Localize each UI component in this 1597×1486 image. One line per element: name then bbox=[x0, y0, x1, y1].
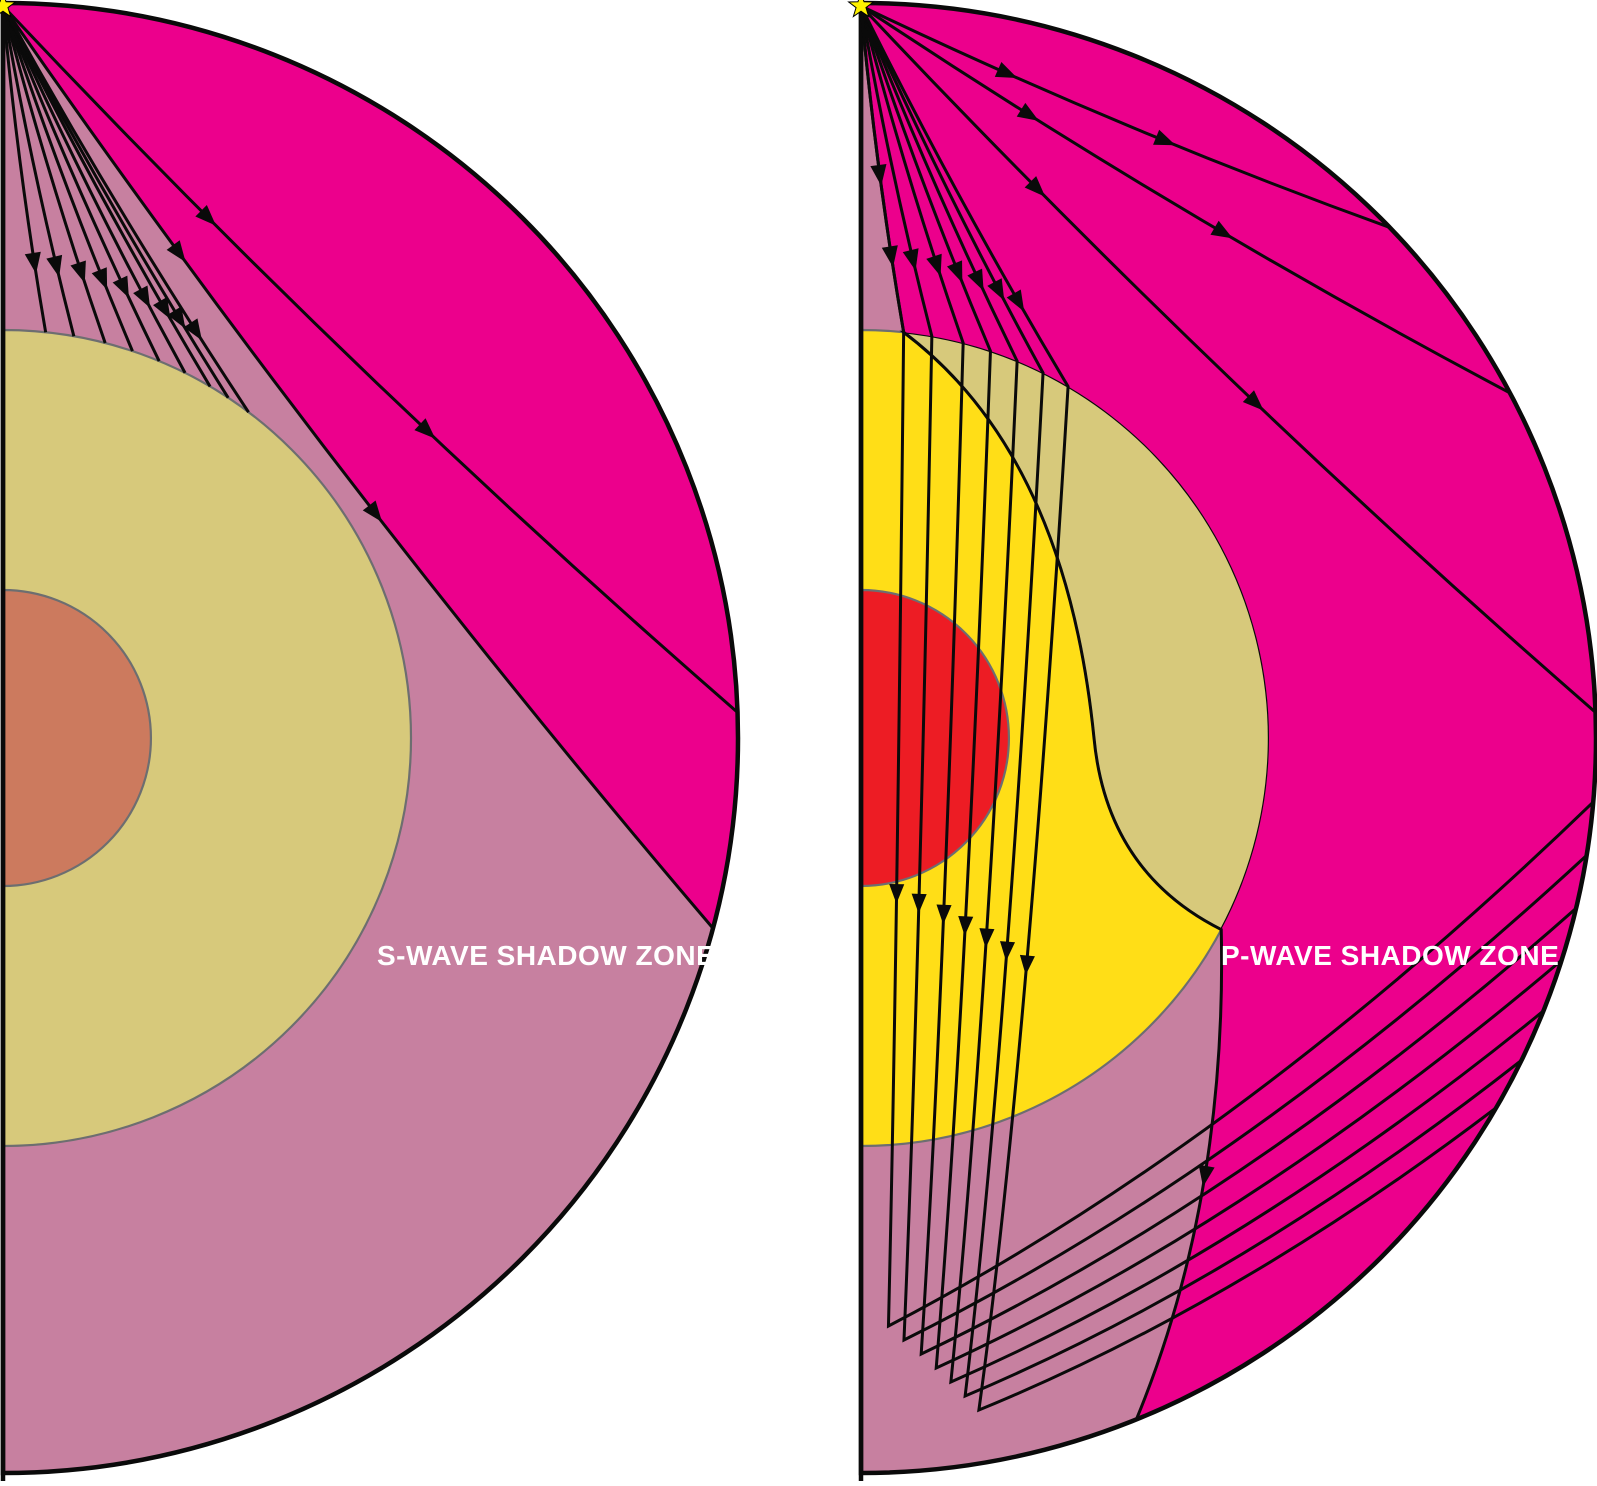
svg-text:P-WAVE SHADOW ZONE: P-WAVE SHADOW ZONE bbox=[1221, 940, 1559, 971]
svg-text:S-WAVE SHADOW ZONE: S-WAVE SHADOW ZONE bbox=[377, 940, 715, 971]
